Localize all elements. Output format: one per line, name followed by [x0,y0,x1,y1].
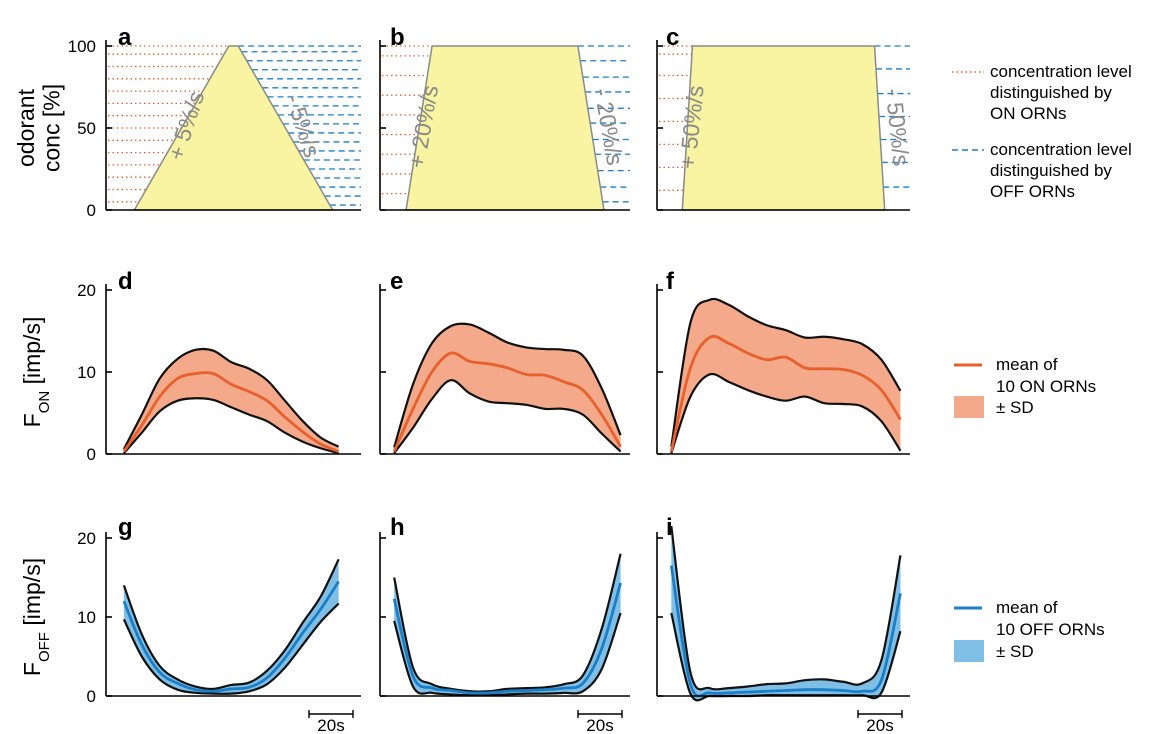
legend-text: ON ORNs [990,104,1067,123]
y-axis-label-line: conc [%] [38,84,64,172]
mean-line [392,582,622,695]
y-tick-label: 0 [87,445,96,464]
y-axis-label-sub: OFF [36,632,53,662]
legend-swatch-on-sd [954,396,984,418]
y-axis-label-unit: [imp/s] [19,558,45,632]
y-tick-label: 10 [77,363,96,382]
upper-sd-line [122,347,340,450]
panel-label-c: c [666,24,679,51]
mean-line [122,371,340,453]
lower-sd-line [122,602,340,695]
sd-band [394,323,621,454]
panel-i: i 20s [656,514,910,734]
scale-bar-label: 20s [866,716,893,734]
legend-text: distinguished by [990,83,1112,102]
sd-band [394,553,621,696]
panel-label-e: e [390,268,403,295]
y-tick-label: 20 [77,529,96,548]
lower-sd-line [670,372,902,454]
panel-label-f: f [666,268,675,295]
legend-text: concentration level [990,140,1132,159]
upper-sd-line [393,322,622,448]
y-tick-label: 20 [77,281,96,300]
legend-text: ± SD [996,642,1034,661]
y-axis-label-sub: ON [36,391,53,414]
panel-b: b+ 20%/s - 20%/s [379,24,630,211]
lower-sd-line [123,397,339,455]
y-tick-label: 0 [87,687,96,706]
mean-line [122,580,340,693]
legend-text: 10 OFF ORNs [996,620,1105,639]
panel-label-a: a [118,24,132,51]
y-axis-label-unit: [imp/s] [19,317,45,391]
mean-line [669,565,902,698]
panel-h: h 20s [379,514,630,734]
lower-sd-line [393,612,622,697]
legend-text: mean of [996,355,1058,374]
sd-band [671,526,901,701]
panel-g: g 0 10 20 FOFF [imp/s] 20s [19,514,361,734]
panel-c: c+ 50%/s - 50%/s [656,24,915,211]
upper-sd-line [393,553,622,693]
fall-rate-label: - 50%/s [881,87,915,167]
y-tick-label: 100 [68,37,96,56]
y-axis-label-main: F [19,413,45,427]
y-tick-label: 0 [87,201,96,220]
upper-sd-line [670,526,902,691]
y-axis-label-main: F [19,662,45,676]
panel-label-i: i [666,514,673,541]
panel-e: e [379,268,630,455]
mean-line [392,351,622,453]
y-tick-label: 10 [77,608,96,627]
panel-label-d: d [118,268,133,295]
legend-text: distinguished by [990,161,1112,180]
y-axis-label: FON [imp/s] [19,317,53,428]
stimulus-area [681,45,886,211]
panel-label-h: h [390,514,405,541]
y-axis-label-line: odorant [13,88,39,167]
panel-f: f [656,268,910,455]
legend-text: mean of [996,598,1058,617]
scale-bar-label: 20s [586,716,613,734]
upper-sd-line [670,297,902,447]
legend-swatch-off-sd [954,640,984,662]
y-axis-label: FOFF [imp/s] [19,558,53,676]
legend-text: ± SD [996,398,1034,417]
legend-text: OFF ORNs [990,182,1075,201]
sd-band [671,298,901,454]
scale-bar-label: 20s [317,716,344,734]
panel-label-b: b [390,24,405,51]
legend-text: 10 ON ORNs [996,377,1096,396]
legend-text: concentration level [990,62,1132,81]
panel-label-g: g [118,514,133,541]
lower-sd-line [393,379,622,454]
upper-sd-line [122,558,340,691]
y-axis-label: odorantconc [%] [13,84,64,172]
mean-line [669,334,902,452]
y-tick-label: 50 [77,119,96,138]
legend: concentration level distinguished by ON OR… [952,62,1132,662]
panel-d: d 0 10 20 FON [imp/s] [19,268,361,464]
sd-band [123,348,339,454]
